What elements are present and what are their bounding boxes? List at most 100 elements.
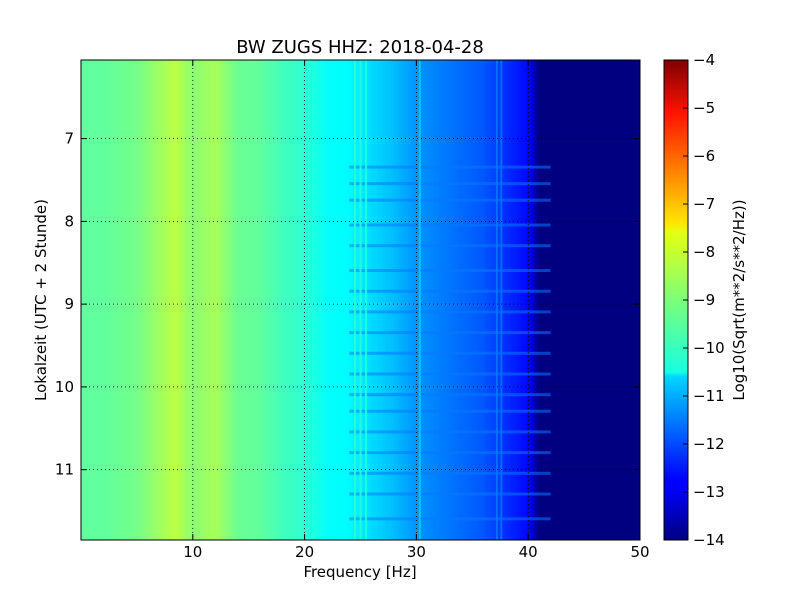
spectrum-column	[139, 60, 144, 540]
spectrum-column	[424, 60, 429, 540]
spectrum-column	[539, 60, 543, 540]
spectrum-column	[245, 60, 250, 540]
spectrum-column	[410, 60, 415, 540]
spectrum-column	[634, 60, 638, 540]
spectrum-column	[164, 60, 169, 540]
spectrum-column	[435, 60, 440, 540]
spectrum-column	[505, 60, 510, 540]
spectrum-column	[455, 60, 459, 540]
spectrum-column	[134, 60, 138, 540]
spectrum-column	[184, 60, 188, 540]
spectrum-column	[586, 60, 591, 540]
spectrum-column	[517, 60, 521, 540]
spectrum-column	[617, 60, 622, 540]
spectrum-column	[223, 60, 227, 540]
event-stripe	[349, 269, 551, 273]
spectrum-column	[206, 60, 211, 540]
event-stripe	[349, 393, 551, 397]
spectrum-column	[402, 60, 406, 540]
event-stripe	[349, 198, 551, 202]
event-stripe	[349, 430, 551, 434]
spectrum-column	[508, 60, 513, 540]
spectrum-column	[419, 60, 423, 540]
spectrum-column	[380, 60, 384, 540]
spectrum-column	[332, 60, 336, 540]
spectrum-column	[491, 60, 496, 540]
spectrum-column	[324, 60, 328, 540]
spectrum-column	[279, 60, 283, 540]
spectrum-column	[338, 60, 342, 540]
spectrum-column	[461, 60, 465, 540]
spectrum-column	[231, 60, 236, 540]
event-stripe	[349, 289, 551, 293]
spectrum-column	[363, 60, 367, 540]
spectrum-column	[575, 60, 580, 540]
spectrum-column	[469, 60, 473, 540]
spectrum-column	[81, 60, 85, 540]
spectrum-column	[201, 60, 205, 540]
spectrum-column	[598, 60, 602, 540]
spectrum-column	[287, 60, 292, 540]
x-tick-label: 30	[407, 543, 426, 561]
spectrum-column	[578, 60, 582, 540]
y-tick-label: 8	[64, 212, 74, 230]
spectrum-column	[371, 60, 376, 540]
spectrum-column	[257, 60, 261, 540]
colorbar-tick-label: −10	[693, 339, 725, 357]
spectrum-column	[584, 60, 588, 540]
narrowband-line	[495, 60, 498, 540]
spectrum-column	[533, 60, 538, 540]
spectrum-column	[293, 60, 297, 540]
event-stripe	[349, 409, 551, 413]
spectrum-column	[136, 60, 141, 540]
x-tick-label: 40	[519, 543, 538, 561]
spectrum-column	[209, 60, 213, 540]
spectrum-column	[318, 60, 322, 540]
spectrum-column	[421, 60, 426, 540]
spectrum-column	[229, 60, 233, 540]
spectrum-column	[215, 60, 219, 540]
spectrum-column	[176, 60, 180, 540]
spectrum-column	[296, 60, 300, 540]
spectrum-column	[114, 60, 118, 540]
spectrum-column	[329, 60, 334, 540]
spectrum-column	[609, 60, 613, 540]
spectrum-column	[553, 60, 557, 540]
spectrum-column	[581, 60, 585, 540]
colorbar-tick-label: −7	[693, 195, 715, 213]
spectrum-column	[198, 60, 202, 540]
narrowband-line	[359, 60, 362, 540]
spectrum-column	[131, 60, 135, 540]
narrowband-line	[353, 60, 356, 540]
spectrum-column	[195, 60, 199, 540]
spectrum-column	[282, 60, 286, 540]
event-stripe	[349, 182, 551, 186]
spectrum-column	[178, 60, 183, 540]
spectrum-column	[620, 60, 624, 540]
spectrum-column	[248, 60, 253, 540]
spectrum-column	[447, 60, 451, 540]
spectrum-column	[637, 60, 640, 540]
spectrum-column	[589, 60, 594, 540]
narrowband-line	[365, 60, 368, 540]
spectrum-column	[262, 60, 267, 540]
spectrum-column	[299, 60, 303, 540]
spectrum-column	[525, 60, 529, 540]
spectrum-column	[441, 60, 445, 540]
spectrum-column	[472, 60, 476, 540]
spectrum-column	[310, 60, 314, 540]
spectrum-column	[125, 60, 130, 540]
spectrum-column	[511, 60, 515, 540]
narrowband-line	[418, 60, 421, 540]
colorbar-tick-label: −5	[693, 99, 715, 117]
x-tick-label: 50	[630, 543, 649, 561]
spectrum-column	[276, 60, 281, 540]
spectrum-column	[466, 60, 471, 540]
spectrum-column	[503, 60, 507, 540]
event-stripe	[349, 331, 551, 335]
x-tick-label: 10	[183, 543, 202, 561]
spectrum-column	[145, 60, 149, 540]
spectrum-column	[226, 60, 230, 540]
colorbar-ticks: −4 −5 −6 −7 −8 −9 −10 −11 −12 −13 −14	[683, 51, 725, 549]
colorbar-tick-label: −6	[693, 147, 715, 165]
